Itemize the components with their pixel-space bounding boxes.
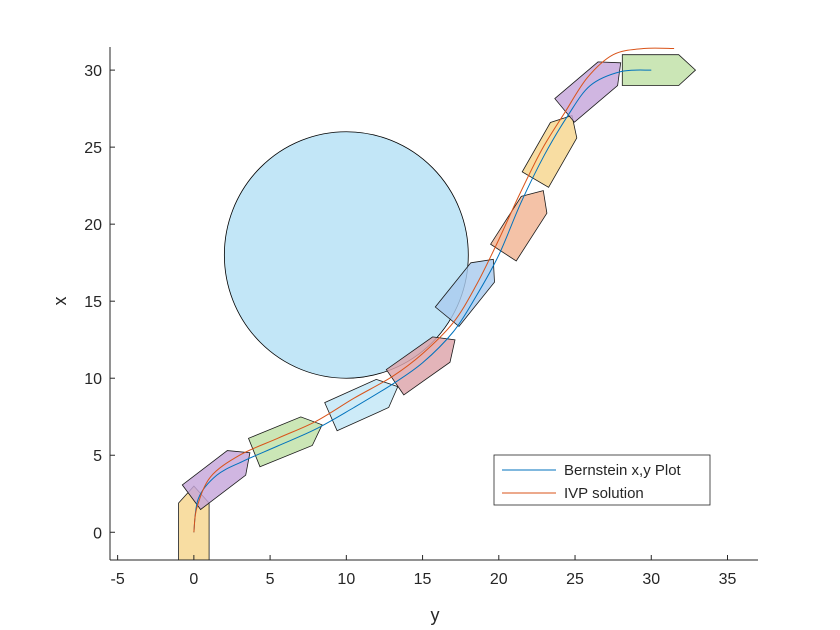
obstacle-circle — [223, 131, 469, 379]
x-tick-label: 10 — [337, 571, 355, 588]
x-tick-label: -5 — [111, 571, 125, 588]
y-axis-label: x — [50, 297, 70, 306]
x-tick-label: 5 — [266, 571, 275, 588]
boat-marker-4 — [324, 378, 399, 432]
x-tick-label: 35 — [719, 571, 737, 588]
boat-marker-6 — [434, 258, 495, 327]
boat-marker-3 — [247, 416, 323, 468]
boat-marker-8 — [521, 114, 578, 188]
x-tick-label: 20 — [490, 571, 508, 588]
y-tick-label: 20 — [84, 217, 102, 234]
axes-layer: -5 0 5 10 15 20 25 30 35 0 5 10 15 20 25 30 — [84, 47, 758, 588]
y-tick-label: 15 — [84, 294, 102, 311]
x-tick-label: 25 — [566, 571, 584, 588]
x-tick-label: 15 — [414, 571, 432, 588]
y-tick-label: 10 — [84, 371, 102, 388]
y-tick-label: 30 — [84, 63, 102, 80]
legend: Bernstein x,y Plot IVP solution — [493, 454, 711, 506]
y-tick-label: 5 — [93, 448, 102, 465]
obstacle-layer — [223, 131, 469, 379]
legend-box — [493, 454, 711, 506]
x-axis-label: y — [431, 605, 440, 625]
y-tick-label: 25 — [84, 140, 102, 157]
x-tick-label: 30 — [642, 571, 660, 588]
series-line-ivp — [193, 47, 675, 533]
legend-entry: Bernstein x,y Plot — [564, 462, 682, 479]
x-tick-label: 0 — [189, 571, 198, 588]
series-layer — [193, 47, 675, 533]
y-tick-label: 0 — [93, 525, 102, 542]
legend-entry: IVP solution — [564, 485, 644, 502]
boat-marker-5 — [385, 336, 456, 396]
boat-marker-10 — [621, 54, 697, 86]
boat-marker-7 — [490, 190, 548, 262]
series-line-bernstein — [193, 69, 652, 533]
